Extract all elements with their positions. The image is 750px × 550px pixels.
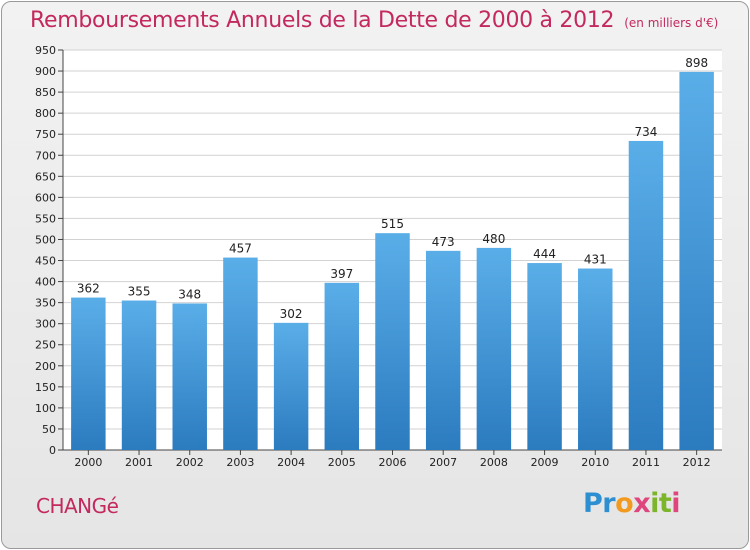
- data-label: 362: [77, 282, 100, 296]
- x-tick-label: 2012: [683, 456, 711, 469]
- y-tick-label: 50: [42, 423, 56, 436]
- data-label: 302: [280, 307, 303, 321]
- data-label: 431: [584, 253, 607, 267]
- bar: [223, 257, 258, 450]
- y-tick-label: 100: [35, 402, 56, 415]
- y-tick-label: 250: [35, 339, 56, 352]
- data-label: 480: [482, 232, 505, 246]
- bar: [578, 268, 613, 450]
- bar: [121, 300, 157, 450]
- x-tick-label: 2006: [379, 456, 407, 469]
- y-tick-label: 350: [35, 297, 56, 310]
- y-tick-label: 600: [35, 191, 56, 204]
- logo-letter: i: [671, 488, 681, 519]
- y-tick-label: 300: [35, 318, 56, 331]
- x-tick-label: 2005: [328, 456, 356, 469]
- y-tick-label: 450: [35, 255, 56, 268]
- bar: [628, 140, 664, 450]
- bar: [375, 233, 410, 450]
- y-tick-label: 400: [35, 276, 56, 289]
- x-tick-label: 2000: [74, 456, 102, 469]
- data-label: 515: [381, 217, 404, 231]
- y-tick-label: 800: [35, 107, 56, 120]
- x-tick-label: 2009: [531, 456, 559, 469]
- logo-letter: P: [583, 488, 603, 519]
- bar: [172, 303, 207, 450]
- chart-title: Remboursements Annuels de la Dette de 20…: [30, 8, 718, 33]
- chart-title-text: Remboursements Annuels de la Dette de 20…: [30, 8, 615, 33]
- logo-letter: t: [658, 488, 672, 519]
- chart-subtitle: (en milliers d'€): [624, 16, 719, 30]
- y-tick-label: 550: [35, 212, 56, 225]
- data-label: 397: [330, 267, 353, 281]
- x-tick-label: 2010: [581, 456, 609, 469]
- bar: [476, 247, 512, 450]
- proxiti-logo: Proxiti: [583, 488, 681, 519]
- y-tick-label: 900: [35, 65, 56, 78]
- data-label: 898: [685, 56, 708, 70]
- y-tick-label: 200: [35, 360, 56, 373]
- x-tick-label: 2003: [226, 456, 254, 469]
- x-tick-label: 2001: [125, 456, 153, 469]
- data-label: 348: [178, 287, 201, 301]
- data-label: 473: [432, 235, 455, 249]
- x-tick-label: 2008: [480, 456, 508, 469]
- bar: [425, 250, 461, 450]
- data-label: 444: [533, 247, 556, 261]
- y-tick-label: 950: [35, 44, 56, 57]
- bar: [273, 322, 309, 450]
- bar: [679, 71, 714, 450]
- y-tick-label: 850: [35, 86, 56, 99]
- data-label: 457: [229, 242, 252, 256]
- logo-letter: r: [602, 488, 616, 519]
- y-tick-label: 500: [35, 233, 56, 246]
- y-tick-label: 700: [35, 149, 56, 162]
- x-tick-label: 2002: [176, 456, 204, 469]
- data-label: 355: [128, 285, 151, 299]
- x-tick-label: 2011: [632, 456, 660, 469]
- y-tick-label: 0: [49, 444, 56, 457]
- y-tick-label: 650: [35, 170, 56, 183]
- y-tick-label: 750: [35, 128, 56, 141]
- bar: [324, 282, 360, 450]
- bar: [71, 297, 106, 450]
- commune-name: CHANGé: [36, 494, 119, 518]
- x-tick-label: 2004: [277, 456, 305, 469]
- data-label: 734: [635, 125, 658, 139]
- logo-letter: i: [650, 488, 659, 519]
- bar: [527, 263, 562, 450]
- y-tick-label: 150: [35, 381, 56, 394]
- logo-letter: x: [633, 488, 651, 519]
- logo-letter: o: [615, 488, 634, 519]
- x-tick-label: 2007: [429, 456, 457, 469]
